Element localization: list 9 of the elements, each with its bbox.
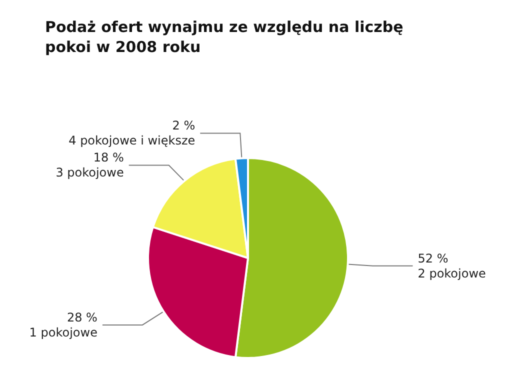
chart-title: Podaż ofert wynajmu ze względu na liczbę pokoi w 2008 roku	[45, 18, 408, 56]
slice-label: 3 pokojowe	[56, 166, 124, 180]
data-label: 52 %	[418, 251, 448, 266]
slice-label: 2 pokojowe	[418, 266, 486, 280]
slice-label: 4 pokojowe i większe	[68, 134, 196, 148]
data-label: 2 %	[172, 118, 196, 133]
data-label: 18 %	[93, 150, 124, 165]
data-label: 28 %	[66, 310, 98, 324]
slice-label: 1 pokojowe	[29, 325, 98, 340]
